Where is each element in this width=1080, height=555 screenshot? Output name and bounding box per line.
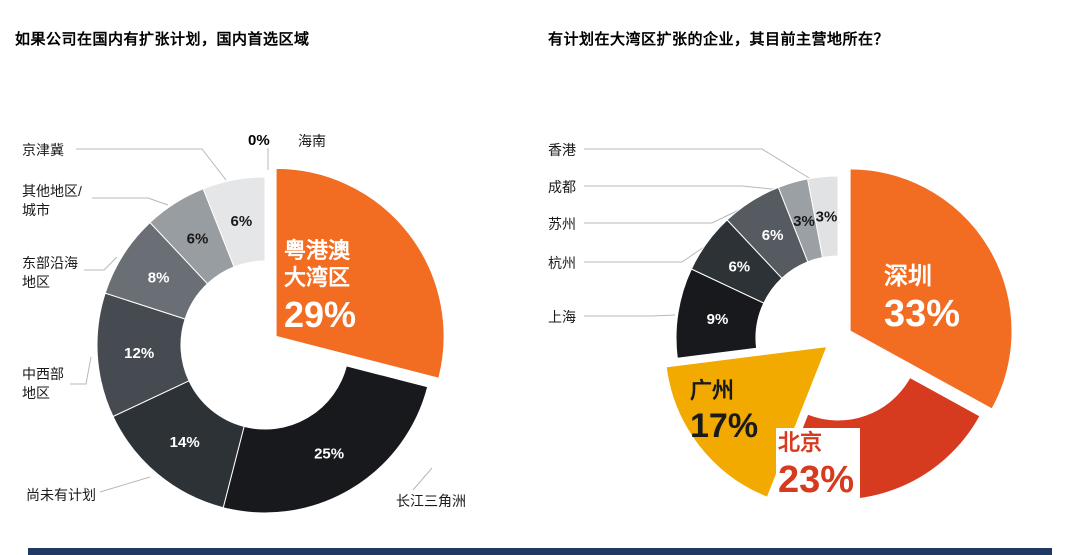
segment-pct-label-0-6: 6%: [231, 213, 253, 230]
donut-segment-1-0: [849, 168, 1013, 410]
segment-pct-label-0-5: 6%: [187, 231, 209, 248]
callout-gba-pct: 29%: [284, 293, 357, 335]
callout-guangzhou-name: 广州: [690, 378, 735, 403]
segment-pct-label-1-4: 6%: [728, 258, 750, 275]
leader-line-zhongxibu: [70, 356, 92, 385]
label-qita-diqu: 其他地区/城市: [22, 183, 82, 218]
callout-shenzhen-pct: 33%: [884, 293, 961, 336]
segment-pct-label-0-3: 12%: [124, 345, 154, 362]
label-chengdu: 成都: [548, 179, 576, 195]
callout-beijing-pct: 23%: [778, 458, 855, 501]
donut-segment-0-0: [275, 167, 445, 379]
leader-line-hongkong: [584, 148, 815, 182]
leader-line-qita-diqu: [92, 197, 169, 206]
label-shangwei-jihua: 尚未有计划: [26, 487, 96, 503]
footer-bar: [28, 548, 1052, 555]
donut-chart-right: 9% 6% 6% 3% 3%: [665, 168, 1013, 501]
label-hangzhou: 杭州: [548, 255, 576, 271]
callout-gba: 粤港澳大湾区 29%: [284, 238, 356, 333]
leader-line-shangwei-jihua: [99, 476, 151, 493]
label-jingjinji: 京津冀: [22, 142, 64, 158]
segment-pct-label-0-2: 14%: [170, 434, 200, 451]
callout-gba-name: 粤港澳大湾区: [284, 238, 351, 290]
chart-title-left: 如果公司在国内有扩张计划，国内首选区域: [15, 31, 310, 48]
segment-pct-label-0-4: 8%: [148, 270, 170, 287]
callout-beijing: 北京 23%: [776, 428, 861, 501]
leader-line-jingjinji: [76, 148, 227, 181]
donut-segment-0-1: [222, 365, 429, 514]
segment-pct-label-1-5: 6%: [762, 227, 784, 244]
leader-line-chengdu: [584, 185, 792, 192]
label-dongbu-yanhai: 东部沿海地区: [22, 255, 78, 290]
callout-guangzhou: 广州 17%: [690, 378, 758, 445]
donut-segment-1-7: [807, 175, 839, 259]
leader-line-dongbu-yanhai: [84, 256, 118, 271]
label-hongkong: 香港: [548, 142, 576, 158]
donut-chart-left: 25% 14% 12% 8% 6% 6%: [96, 167, 445, 514]
segment-pct-label-1-7: 3%: [816, 209, 838, 226]
label-zhongxibu: 中西部地区: [22, 366, 64, 401]
label-shanghai: 上海: [548, 309, 576, 325]
leader-line-suzhou: [584, 205, 748, 224]
chart-title-right: 有计划在大湾区扩张的企业，其目前主营地所在？: [548, 31, 890, 48]
leader-line-hangzhou: [584, 246, 705, 263]
segment-pct-label-1-6: 3%: [793, 213, 815, 230]
segment-pct-label-0-1: 25%: [314, 446, 344, 463]
donut-segment-0-6: [202, 176, 266, 268]
label-hainan: 海南: [298, 133, 326, 149]
label-hainan-pct: 0%: [248, 132, 270, 149]
leader-line-shanghai: [584, 314, 676, 317]
callout-shenzhen: 深圳 33%: [884, 262, 960, 335]
callout-shenzhen-name: 深圳: [884, 263, 932, 290]
segment-pct-label-1-3: 9%: [707, 311, 729, 328]
callout-guangzhou-pct: 17%: [690, 406, 759, 445]
label-changjiang: 长江三角洲: [396, 493, 466, 509]
donut-segment-1-2: [665, 345, 828, 498]
callout-beijing-name: 北京: [778, 430, 823, 455]
leader-line-changjiang: [412, 467, 433, 491]
label-suzhou: 苏州: [548, 216, 576, 232]
